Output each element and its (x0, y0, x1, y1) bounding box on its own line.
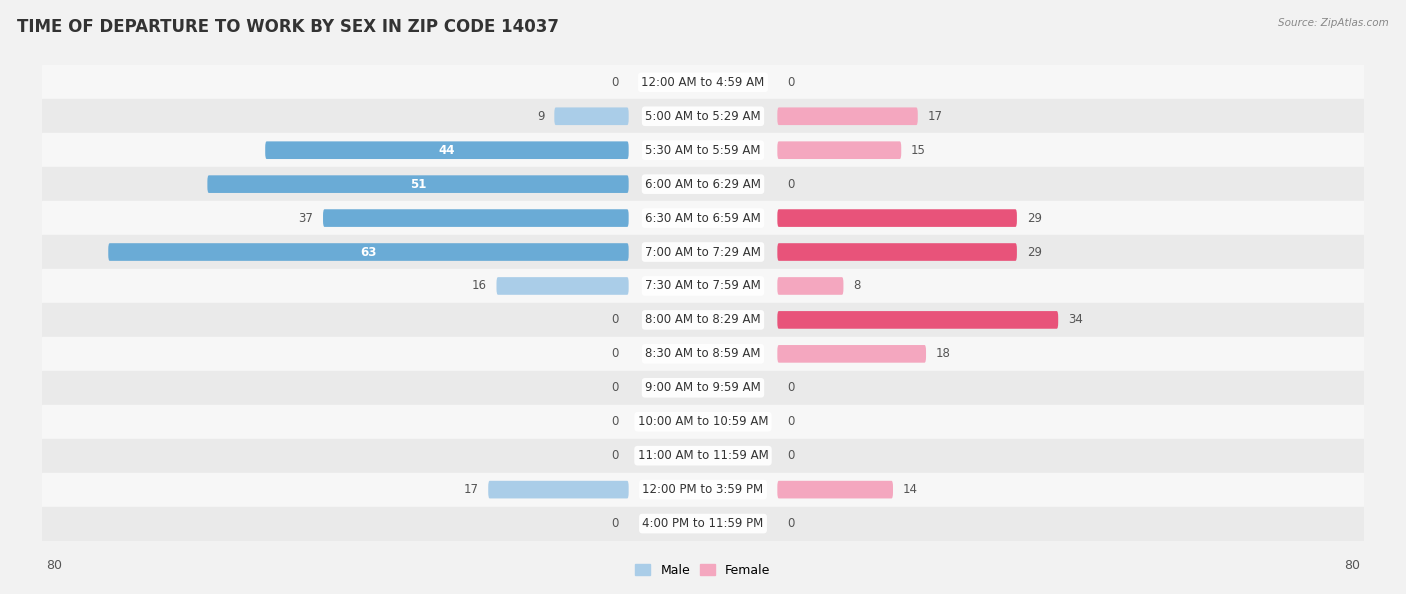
Text: 0: 0 (787, 449, 794, 462)
Text: 12:00 PM to 3:59 PM: 12:00 PM to 3:59 PM (643, 483, 763, 496)
Bar (42, 133, 1364, 167)
Text: 0: 0 (612, 76, 619, 89)
Text: 0: 0 (787, 381, 794, 394)
FancyBboxPatch shape (778, 141, 901, 159)
Bar (42, 167, 1364, 201)
Text: 15: 15 (911, 144, 927, 157)
Text: 10:00 AM to 10:59 AM: 10:00 AM to 10:59 AM (638, 415, 768, 428)
FancyBboxPatch shape (207, 175, 628, 193)
FancyBboxPatch shape (488, 481, 628, 498)
Bar (42, 439, 1364, 473)
Text: 80: 80 (46, 559, 62, 572)
Text: 5:00 AM to 5:29 AM: 5:00 AM to 5:29 AM (645, 110, 761, 123)
Bar (42, 303, 1364, 337)
Text: 17: 17 (464, 483, 478, 496)
Text: 6:30 AM to 6:59 AM: 6:30 AM to 6:59 AM (645, 211, 761, 225)
Text: 8:00 AM to 8:29 AM: 8:00 AM to 8:29 AM (645, 314, 761, 327)
Text: 5:30 AM to 5:59 AM: 5:30 AM to 5:59 AM (645, 144, 761, 157)
Text: 7:00 AM to 7:29 AM: 7:00 AM to 7:29 AM (645, 245, 761, 258)
FancyBboxPatch shape (778, 108, 918, 125)
Text: 14: 14 (903, 483, 918, 496)
Bar (42, 371, 1364, 405)
Text: 11:00 AM to 11:59 AM: 11:00 AM to 11:59 AM (638, 449, 768, 462)
Text: 8: 8 (853, 279, 860, 292)
FancyBboxPatch shape (778, 311, 1059, 328)
Text: Source: ZipAtlas.com: Source: ZipAtlas.com (1278, 18, 1389, 28)
Text: 80: 80 (1344, 559, 1360, 572)
Text: 0: 0 (787, 76, 794, 89)
Text: 29: 29 (1026, 245, 1042, 258)
Text: 44: 44 (439, 144, 456, 157)
Bar (42, 269, 1364, 303)
Bar (42, 99, 1364, 133)
Text: 8:30 AM to 8:59 AM: 8:30 AM to 8:59 AM (645, 347, 761, 361)
FancyBboxPatch shape (266, 141, 628, 159)
Bar (42, 473, 1364, 507)
Text: 17: 17 (928, 110, 942, 123)
Text: 0: 0 (612, 517, 619, 530)
Text: 7:30 AM to 7:59 AM: 7:30 AM to 7:59 AM (645, 279, 761, 292)
Text: 9:00 AM to 9:59 AM: 9:00 AM to 9:59 AM (645, 381, 761, 394)
Text: 0: 0 (612, 347, 619, 361)
Bar (42, 65, 1364, 99)
FancyBboxPatch shape (496, 277, 628, 295)
Text: 63: 63 (360, 245, 377, 258)
Text: 9: 9 (537, 110, 544, 123)
Text: 0: 0 (612, 314, 619, 327)
FancyBboxPatch shape (778, 277, 844, 295)
Text: 18: 18 (936, 347, 950, 361)
FancyBboxPatch shape (778, 243, 1017, 261)
Text: 34: 34 (1069, 314, 1083, 327)
Bar (42, 235, 1364, 269)
Text: 0: 0 (612, 449, 619, 462)
Text: 0: 0 (787, 178, 794, 191)
Text: 0: 0 (787, 415, 794, 428)
FancyBboxPatch shape (323, 209, 628, 227)
Text: 12:00 AM to 4:59 AM: 12:00 AM to 4:59 AM (641, 76, 765, 89)
Text: 0: 0 (612, 415, 619, 428)
FancyBboxPatch shape (778, 209, 1017, 227)
FancyBboxPatch shape (108, 243, 628, 261)
FancyBboxPatch shape (554, 108, 628, 125)
FancyBboxPatch shape (778, 345, 927, 363)
Bar (42, 507, 1364, 541)
Bar (42, 337, 1364, 371)
Legend: Male, Female: Male, Female (630, 559, 776, 582)
Text: TIME OF DEPARTURE TO WORK BY SEX IN ZIP CODE 14037: TIME OF DEPARTURE TO WORK BY SEX IN ZIP … (17, 18, 558, 36)
Text: 37: 37 (298, 211, 314, 225)
Text: 4:00 PM to 11:59 PM: 4:00 PM to 11:59 PM (643, 517, 763, 530)
Bar (42, 405, 1364, 439)
Text: 0: 0 (612, 381, 619, 394)
Bar (42, 201, 1364, 235)
Text: 0: 0 (787, 517, 794, 530)
Text: 6:00 AM to 6:29 AM: 6:00 AM to 6:29 AM (645, 178, 761, 191)
Text: 29: 29 (1026, 211, 1042, 225)
FancyBboxPatch shape (778, 481, 893, 498)
Text: 16: 16 (471, 279, 486, 292)
Text: 51: 51 (409, 178, 426, 191)
